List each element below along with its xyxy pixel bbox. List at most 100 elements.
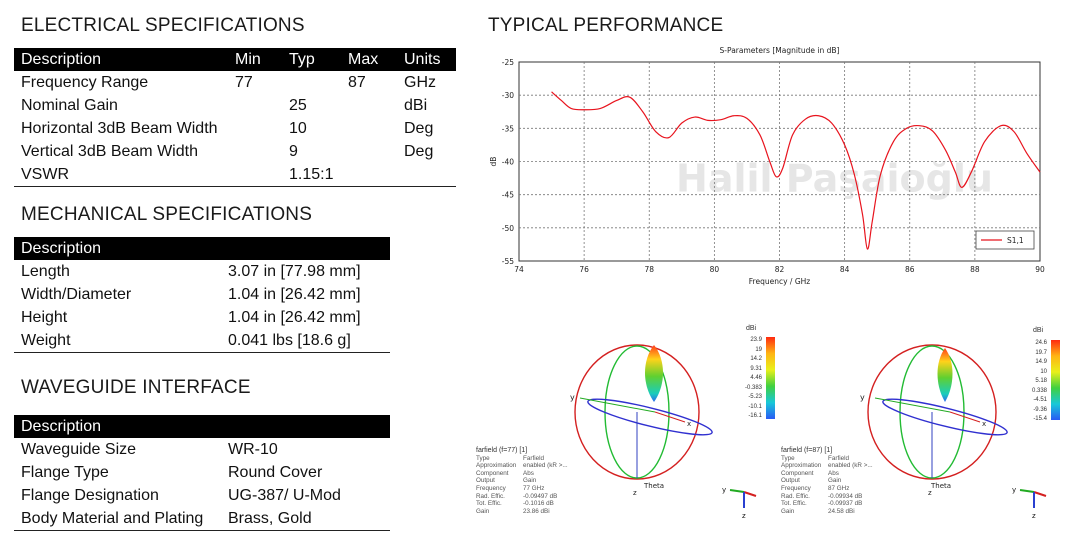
orientation-triad: y z [1012, 486, 1047, 520]
x-tick-label: 90 [1035, 265, 1045, 274]
x-tick-label: 74 [514, 265, 524, 274]
electrical-table: Description Min Typ Max Units Frequency … [14, 48, 456, 187]
waveguide-title: WAVEGUIDE INTERFACE [21, 377, 251, 398]
row-label: Waveguide Size [21, 440, 137, 458]
y-tick-label: -30 [502, 91, 514, 100]
series-line-s11 [551, 91, 1041, 250]
row-label: Flange Designation [21, 486, 159, 504]
scale-tick: -9.36 [1033, 406, 1047, 413]
prop-key: Approximation [476, 462, 517, 470]
row-value [341, 163, 397, 187]
prop-key: Frequency [781, 484, 811, 492]
axis-y-label: y [860, 393, 865, 402]
row-value: Round Cover [228, 463, 323, 481]
row-value: 0.041 lbs [18.6 g] [228, 331, 351, 349]
prop-value: Gain [523, 477, 537, 485]
col-description: Description [14, 415, 390, 438]
table-row: VSWR 1.15:1 [14, 163, 456, 187]
scale-tick: -15.4 [1033, 416, 1047, 422]
row-label: Height [21, 308, 68, 326]
row-value: GHz [404, 73, 436, 91]
col-units: Units [397, 48, 456, 71]
scale-tick: 0.338 [1031, 387, 1047, 394]
scale-tick: 14.2 [750, 356, 762, 362]
x-axis-label: Frequency / GHz [749, 277, 810, 286]
farfield-prop: Gain 23.86 dBi [476, 508, 568, 516]
farfield-prop: Type Farfield [781, 455, 873, 463]
prop-value: -0.09497 dB [523, 492, 558, 500]
scale-tick: 14.9 [1035, 359, 1047, 365]
farfield-prop: Tot. Effic. -0.1016 dB [476, 500, 568, 508]
row-label: Body Material and Plating [21, 509, 204, 527]
row-value: 1.15:1 [289, 165, 334, 183]
prop-key: Component [781, 469, 814, 477]
prop-value: 23.86 dBi [523, 507, 550, 515]
prop-key: Frequency [476, 484, 506, 492]
table-header-row: Description Min Typ Max Units [14, 48, 456, 71]
farfield-prop: Approximation enabled (kR >... [781, 462, 873, 470]
y-tick-label: -55 [502, 257, 514, 266]
table-row: Waveguide Size WR-10 [14, 438, 390, 461]
electrical-title: ELECTRICAL SPECIFICATIONS [21, 15, 305, 36]
radiation-lobe [645, 345, 663, 402]
row-label: Horizontal 3dB Beam Width [21, 119, 218, 137]
axis-y-label: y [722, 486, 726, 494]
orientation-triad: y z [722, 486, 757, 520]
row-value [341, 140, 397, 163]
prop-value: -0.09934 dB [828, 492, 863, 500]
row-value [341, 94, 397, 117]
row-value: 10 [289, 119, 307, 137]
col-max: Max [341, 48, 397, 71]
row-value: 87 [348, 73, 366, 91]
prop-value: -0.1016 dB [523, 500, 554, 508]
table-row: Weight 0.041 lbs [18.6 g] [14, 329, 390, 353]
chart-title: S-Parameters [Magnitude in dB] [720, 46, 840, 55]
table-row: Height 1.04 in [26.42 mm] [14, 306, 390, 329]
y-tick-label: -35 [502, 124, 514, 133]
prop-key: Output [781, 477, 800, 485]
scale-label: dBi [746, 325, 757, 332]
row-value: 9 [289, 142, 298, 160]
x-tick-label: 78 [644, 265, 654, 274]
row-value: WR-10 [228, 440, 278, 458]
prop-value: -0.09937 dB [828, 500, 863, 508]
row-value: 1.04 in [26.42 mm] [228, 308, 361, 326]
table-row: Flange Designation UG-387/ U-Mod [14, 484, 390, 507]
table-row: Horizontal 3dB Beam Width 10 Deg [14, 117, 456, 140]
farfield-prop: Approximation enabled (kR >... [476, 462, 568, 470]
row-label: Frequency Range [21, 73, 149, 91]
scale-tick: 5.18 [1035, 378, 1047, 384]
prop-key: Component [476, 469, 509, 477]
x-tick-label: 76 [579, 265, 589, 274]
row-label: Flange Type [21, 463, 109, 481]
scale-tick: 9.31 [750, 365, 762, 372]
prop-value: enabled (kR >... [523, 462, 568, 470]
row-value: 77 [235, 73, 253, 91]
radiation-lobe [937, 348, 953, 402]
farfield-prop: Tot. Effic. -0.09937 dB [781, 500, 873, 508]
prop-key: Approximation [781, 462, 822, 470]
mechanical-title: MECHANICAL SPECIFICATIONS [21, 204, 313, 225]
y-tick-label: -40 [502, 158, 514, 167]
s-parameter-chart: Halil Paşaioğlu 74 76 78 80 82 84 86 88 90 -25 -30 -… [489, 46, 1045, 286]
prop-value: Gain [828, 477, 842, 485]
prop-value: 87 GHz [828, 484, 850, 492]
row-label: VSWR [21, 165, 69, 183]
prop-value: Abs [828, 469, 839, 477]
scale-tick: 24.6 [1035, 340, 1047, 346]
farfield-prop: Component Abs [476, 470, 568, 478]
row-value: 25 [289, 96, 307, 114]
row-value: dBi [404, 96, 428, 114]
col-typ: Typ [282, 48, 341, 71]
farfield-title: farfield (f=77) [1] [476, 447, 528, 454]
prop-value: enabled (kR >... [828, 462, 873, 470]
y-axis-label: dB [489, 157, 498, 167]
farfield-plot-77: y x z Theta [570, 344, 713, 497]
col-description: Description [14, 237, 390, 260]
table-row: Length 3.07 in [77.98 mm] [14, 260, 390, 283]
axis-y-label: y [570, 393, 575, 402]
prop-key: Gain [476, 507, 490, 515]
farfield-prop: Output Gain [476, 477, 568, 485]
prop-value: Farfield [828, 454, 849, 462]
farfield-prop: Frequency 77 GHz [476, 485, 568, 493]
